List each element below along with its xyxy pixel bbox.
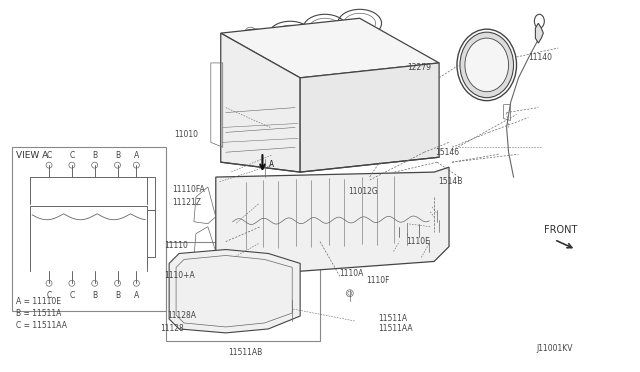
Text: 1110F: 1110F: [366, 276, 390, 285]
Text: 11511AB: 11511AB: [228, 348, 263, 357]
Polygon shape: [221, 33, 300, 172]
Text: A: A: [134, 151, 139, 160]
Text: B: B: [92, 151, 97, 160]
Polygon shape: [216, 167, 449, 276]
Text: J11001KV: J11001KV: [536, 344, 572, 353]
Text: 11511AA: 11511AA: [378, 324, 413, 333]
Text: A: A: [134, 291, 139, 300]
Text: 1110E: 1110E: [406, 237, 430, 246]
Text: 1514B: 1514B: [438, 177, 463, 186]
Bar: [12, 147, 166, 311]
Text: A: A: [268, 160, 273, 169]
Text: FRONT: FRONT: [544, 225, 578, 235]
Polygon shape: [221, 18, 439, 78]
Polygon shape: [169, 250, 300, 333]
Text: 11110FA: 11110FA: [173, 185, 205, 194]
Text: B: B: [115, 291, 120, 300]
Text: C: C: [47, 151, 52, 160]
Text: C: C: [47, 291, 52, 300]
Polygon shape: [300, 63, 439, 172]
Text: B = 11511A: B = 11511A: [17, 309, 61, 318]
Text: 15146: 15146: [436, 148, 460, 157]
Text: A = 11110E: A = 11110E: [17, 297, 61, 306]
Text: C: C: [69, 291, 74, 300]
Text: 1110A: 1110A: [339, 269, 364, 278]
Text: C = 11511AA: C = 11511AA: [17, 321, 67, 330]
Text: VIEW A: VIEW A: [16, 151, 49, 160]
Ellipse shape: [465, 38, 509, 92]
Text: 11140: 11140: [529, 53, 552, 62]
Text: 11128: 11128: [160, 324, 184, 333]
Bar: [166, 241, 320, 341]
Text: 11511A: 11511A: [378, 314, 408, 323]
Text: 11128A: 11128A: [168, 311, 196, 320]
Text: 12279: 12279: [408, 63, 431, 72]
Text: 1110+A: 1110+A: [164, 271, 195, 280]
Text: 11012G: 11012G: [349, 187, 378, 196]
Text: B: B: [115, 151, 120, 160]
Text: 11010: 11010: [174, 130, 198, 139]
Polygon shape: [536, 23, 543, 43]
Ellipse shape: [460, 32, 513, 98]
Text: B: B: [92, 291, 97, 300]
Text: 11110: 11110: [164, 241, 188, 250]
Text: C: C: [69, 151, 74, 160]
Text: 11121Z: 11121Z: [173, 198, 202, 207]
